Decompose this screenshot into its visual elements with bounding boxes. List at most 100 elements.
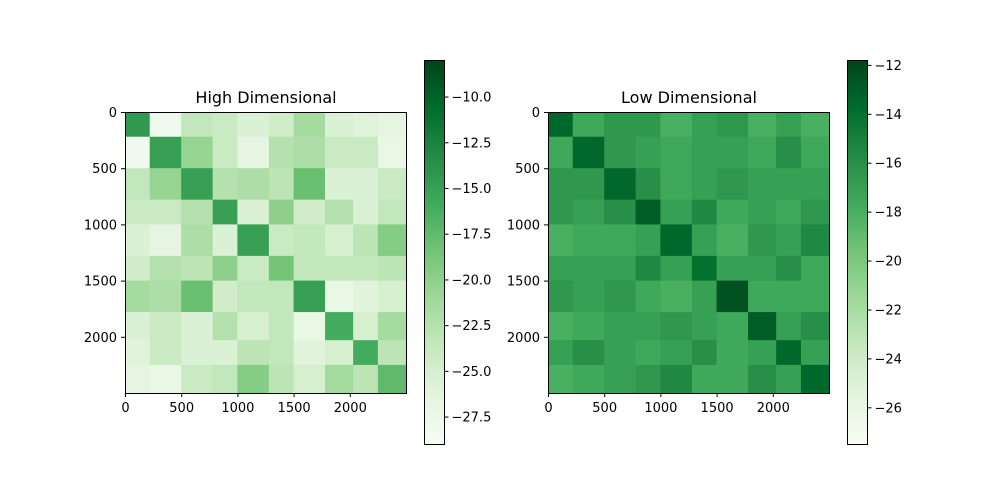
heatmap-low-cell <box>572 255 605 281</box>
heatmap-high-cell <box>353 199 379 225</box>
heatmap-low-cell <box>635 112 661 138</box>
colorbar-low-gradient <box>847 60 868 445</box>
heatmap-low-cell <box>800 224 830 257</box>
x-tick-label: 1000 <box>221 401 254 416</box>
heatmap-high-cell <box>181 112 214 138</box>
heatmap-high-cell <box>268 199 294 225</box>
heatmap-high-cell <box>125 255 151 281</box>
heatmap-low-cell <box>800 255 830 281</box>
y-tick-label: 1500 <box>84 275 117 290</box>
heatmap-low-cell <box>635 280 661 313</box>
heatmap-low-cell <box>800 312 830 341</box>
heatmap-low-cell <box>660 168 693 201</box>
x-tick-label: 2000 <box>334 401 367 416</box>
heatmap-low-ticks: 0 500 1000 1500 2000 0 500 1000 1500 2000 <box>507 106 790 416</box>
heatmap-high-cell <box>149 224 182 257</box>
colorbar-low-frame <box>847 60 868 445</box>
heatmap-low-cell <box>800 364 830 394</box>
heatmap-high-cell <box>377 136 407 169</box>
heatmap-low-cell <box>635 136 661 169</box>
heatmap-high-cell <box>125 168 151 201</box>
heatmap-high-cell <box>181 255 214 281</box>
heatmap-low-cell <box>604 364 637 394</box>
y-tick-label: 500 <box>92 162 117 177</box>
heatmap-high-cell <box>325 255 354 281</box>
heatmap-low-cell <box>800 136 830 169</box>
heatmap-high-cell <box>149 280 182 313</box>
heatmap-high-cell <box>325 112 354 138</box>
heatmap-high-cell <box>212 199 238 225</box>
heatmap-low-cell <box>635 312 661 341</box>
heatmap-high-frame <box>125 112 407 394</box>
heatmap-low-cell <box>572 312 605 341</box>
heatmap-low-cell <box>572 280 605 313</box>
heatmap-high-cell <box>325 136 354 169</box>
heatmap-high-cell <box>293 199 326 225</box>
heatmap-low-cell <box>748 199 777 225</box>
heatmap-low-cell <box>660 112 693 138</box>
heatmap-low-cell <box>776 112 802 138</box>
heatmap-low-cell <box>572 199 605 225</box>
colorbar-tick-label: −18 <box>875 206 902 221</box>
x-tick-label: 500 <box>169 401 194 416</box>
heatmap-low-cell <box>604 312 637 341</box>
heatmap-high-cell <box>181 280 214 313</box>
heatmap-high-cell <box>293 112 326 138</box>
heatmap-low-cell <box>776 280 802 313</box>
heatmap-low-cell <box>604 199 637 225</box>
heatmap-high-cell <box>353 224 379 257</box>
heatmap-low-cell <box>748 280 777 313</box>
heatmap-low-cell <box>548 112 574 138</box>
x-tick-label: 2000 <box>757 401 790 416</box>
heatmap-high-cell <box>149 168 182 201</box>
heatmap-low-cell <box>635 224 661 257</box>
heatmap-high-cell <box>149 112 182 138</box>
heatmap-low-cell <box>800 340 830 366</box>
colorbar-high-ticks: −10.0 −12.5 −15.0 −17.5 −20.0 −22.5 −25.0 −27.5 <box>444 91 491 426</box>
heatmap-low-cell <box>776 312 802 341</box>
heatmap-high-cell <box>293 340 326 366</box>
heatmap-high-cell <box>212 340 238 366</box>
heatmap-low-cell <box>691 224 717 257</box>
heatmap-low-cell <box>691 168 717 201</box>
colorbar-tick-label: −22 <box>875 303 902 318</box>
heatmap-high-cell <box>181 364 214 394</box>
heatmap-low-cell <box>548 168 574 201</box>
heatmap-low-cell <box>660 364 693 394</box>
heatmap-low-cell <box>548 280 574 313</box>
heatmap-high-cell <box>268 255 294 281</box>
heatmap-low-cell <box>548 199 574 225</box>
heatmap-high-cell <box>268 224 294 257</box>
heatmap-high-cell <box>212 364 238 394</box>
chart-title-high: High Dimensional <box>195 88 336 107</box>
heatmap-high-ticks: 0 500 1000 1500 2000 0 500 1000 1500 2000 <box>84 106 367 416</box>
heatmap-low-cell <box>691 112 717 138</box>
heatmap-high-cell <box>325 340 354 366</box>
heatmap-low-cell <box>660 340 693 366</box>
heatmap-high-cell <box>181 199 214 225</box>
heatmap-high-cell <box>325 364 354 394</box>
heatmap-low-cell <box>800 168 830 201</box>
heatmap-high-cells <box>125 112 407 394</box>
heatmap-low-cell <box>748 112 777 138</box>
heatmap-high-cell <box>125 112 151 138</box>
heatmap-low-cell <box>716 255 749 281</box>
heatmap-low-cell <box>776 255 802 281</box>
y-tick-label: 0 <box>109 106 117 121</box>
heatmap-low-cell <box>748 168 777 201</box>
colorbar-low-ticks: −12 −14 −16 −18 −20 −22 −24 −26 <box>867 59 902 416</box>
x-tick-label: 0 <box>121 401 129 416</box>
heatmap-high-cell <box>237 312 270 341</box>
heatmap-low-cell <box>776 224 802 257</box>
colorbar-high-frame <box>424 60 445 445</box>
heatmap-high-cell <box>212 136 238 169</box>
heatmap-high-cell <box>353 136 379 169</box>
heatmap-low-cell <box>776 199 802 225</box>
heatmap-high-cell <box>125 312 151 341</box>
heatmap-high-cell <box>181 340 214 366</box>
heatmap-high-cell <box>125 364 151 394</box>
heatmap-high-cell <box>149 364 182 394</box>
heatmap-high-cell <box>353 312 379 341</box>
heatmap-low-cell <box>572 364 605 394</box>
heatmap-low-cell <box>776 136 802 169</box>
